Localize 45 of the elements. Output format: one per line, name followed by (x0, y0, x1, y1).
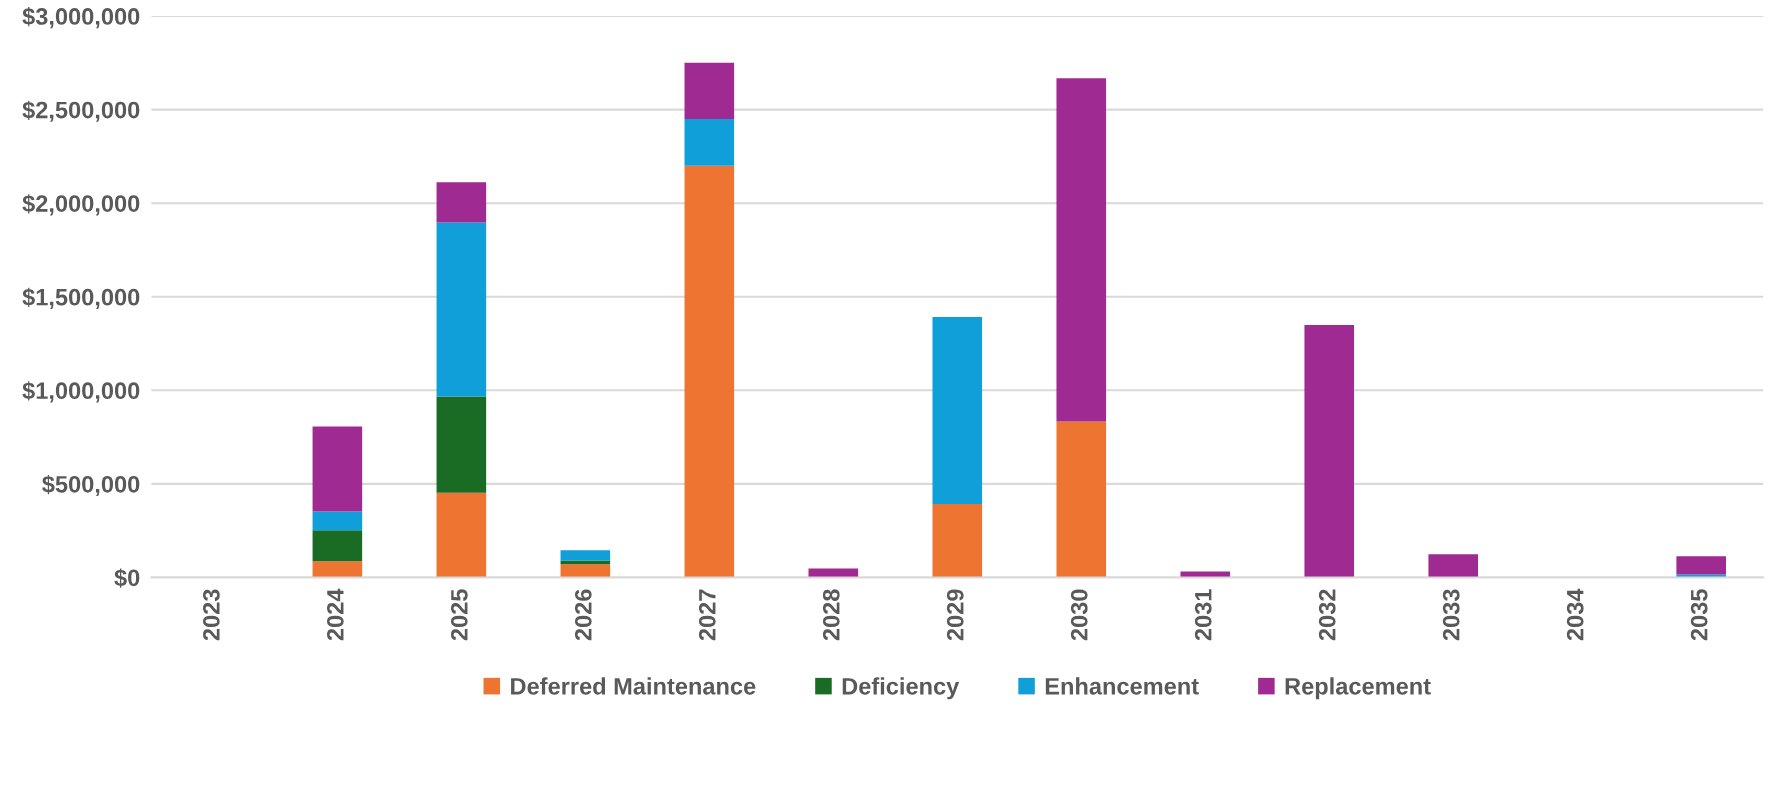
legend-label: Deficiency (842, 677, 960, 700)
x-tick-label: 2030 (1070, 589, 1088, 641)
legend-label: Enhancement (1045, 677, 1199, 695)
bar (684, 165, 735, 578)
x-tick-label: 2028 (822, 589, 840, 641)
y-tick-label: $2,500,000 (22, 100, 140, 122)
bar (932, 504, 983, 578)
bar (932, 316, 983, 505)
x-tick-label: 2023 (203, 589, 220, 641)
bar (312, 530, 363, 562)
y-tick-label: $2,000,000 (22, 194, 140, 216)
bar (312, 561, 363, 578)
bar (436, 492, 487, 578)
x-tick-label: 2035 (1690, 589, 1708, 641)
y-tick-label: $0 (114, 568, 140, 588)
bar (560, 550, 611, 561)
bar (1428, 554, 1479, 578)
x-tick-label: 2025 (450, 589, 468, 641)
bar (312, 511, 363, 531)
x-tick-label: 2033 (1442, 589, 1460, 641)
bar (1056, 421, 1107, 578)
y-tick-label: $1,500,000 (22, 287, 140, 309)
x-tick-label: 2032 (1318, 589, 1336, 641)
y-tick-label: $1,000,000 (22, 381, 140, 403)
x-tick-label: 2034 (1566, 588, 1584, 641)
legend-label: Deferred Maintenance (511, 677, 756, 695)
bar (312, 426, 363, 512)
x-tick-label: 2031 (1194, 589, 1212, 641)
bar (684, 62, 735, 119)
bar (560, 564, 611, 578)
bar (560, 560, 611, 565)
bar (684, 118, 735, 166)
bar (436, 222, 487, 397)
bar (436, 182, 487, 223)
x-tick-label: 2026 (574, 589, 592, 641)
x-tick-label: 2024 (326, 588, 344, 641)
x-tick-label: 2029 (946, 589, 964, 641)
y-tick-label: $500,000 (42, 474, 140, 497)
bar (436, 396, 487, 493)
bar (1056, 78, 1107, 422)
bar (1676, 556, 1726, 575)
legend-label: Replacement (1285, 677, 1431, 700)
bar (1304, 325, 1355, 578)
x-tick-label: 2027 (698, 589, 716, 641)
y-tick-label: $3,000,000 (22, 7, 140, 29)
